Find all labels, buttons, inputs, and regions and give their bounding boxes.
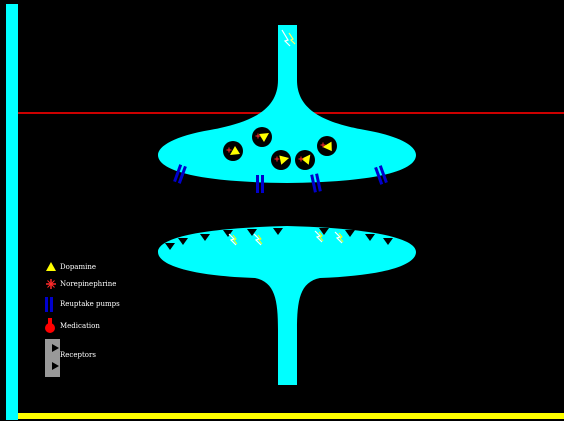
released-neurotransmitter xyxy=(334,231,343,244)
receptor-site xyxy=(178,238,188,245)
receptor-site xyxy=(200,234,210,241)
reuptake-pump xyxy=(256,175,264,193)
norepinephrine-molecule xyxy=(298,156,304,162)
vesicle xyxy=(271,150,291,170)
legend-label-medication: Medication xyxy=(60,322,100,330)
double-bar-icon xyxy=(45,297,53,312)
dopamine-molecule xyxy=(259,133,269,142)
receptor-site xyxy=(273,228,283,235)
legend-label-norepinephrine: Norepinephrine xyxy=(60,280,117,288)
receptor-site xyxy=(319,228,329,235)
released-neurotransmitter xyxy=(314,230,323,243)
dopamine-molecule xyxy=(279,155,290,165)
receptor-site xyxy=(247,229,257,236)
released-neurotransmitter xyxy=(253,233,262,246)
receptor-group xyxy=(165,228,393,250)
receptor-site xyxy=(383,238,393,245)
bottom-accent-bar xyxy=(18,413,564,419)
legend-label-dopamine: Dopamine xyxy=(60,263,97,271)
legend xyxy=(45,262,60,377)
vesicle xyxy=(223,141,243,161)
dopamine-molecule xyxy=(322,141,332,152)
vesicle xyxy=(295,150,315,170)
presynaptic-terminal xyxy=(158,25,416,183)
vesicle xyxy=(317,136,337,156)
reuptake-pump xyxy=(173,164,187,184)
legend-label-receptors: Receptors xyxy=(60,351,96,359)
star-icon xyxy=(46,279,56,289)
flask-icon xyxy=(45,318,55,333)
norepinephrine-molecule xyxy=(255,133,261,139)
vesicle xyxy=(252,127,272,147)
receptor-site xyxy=(223,230,233,237)
receptor-site xyxy=(365,234,375,241)
legend-label-reuptake-pumps: Reuptake pumps xyxy=(60,300,120,308)
released-neurotransmitter xyxy=(228,233,237,246)
released-dopamine xyxy=(338,232,344,243)
triangle-icon xyxy=(46,262,56,271)
postsynaptic-dendrite xyxy=(158,226,416,385)
receptor-site xyxy=(165,243,175,250)
receptor-icon xyxy=(45,339,60,377)
released-dopamine xyxy=(257,234,263,245)
left-accent-bar xyxy=(6,4,18,420)
dopamine-molecule xyxy=(230,146,240,155)
frame-right-edge xyxy=(564,0,566,424)
norepinephrine-molecule xyxy=(320,142,326,148)
reuptake-pump xyxy=(310,173,322,193)
released-dopamine xyxy=(232,234,238,245)
vesicle-group xyxy=(223,127,337,170)
norepinephrine-molecule xyxy=(274,156,280,162)
released-dopamine xyxy=(318,231,324,242)
reuptake-pump-group xyxy=(173,164,388,193)
reuptake-pump xyxy=(374,165,388,185)
axon-signal-icon xyxy=(281,29,296,47)
dopamine-molecule xyxy=(301,154,311,165)
norepinephrine-molecule xyxy=(226,147,232,153)
receptor-site xyxy=(345,230,355,237)
frame-bottom-edge xyxy=(0,421,566,424)
